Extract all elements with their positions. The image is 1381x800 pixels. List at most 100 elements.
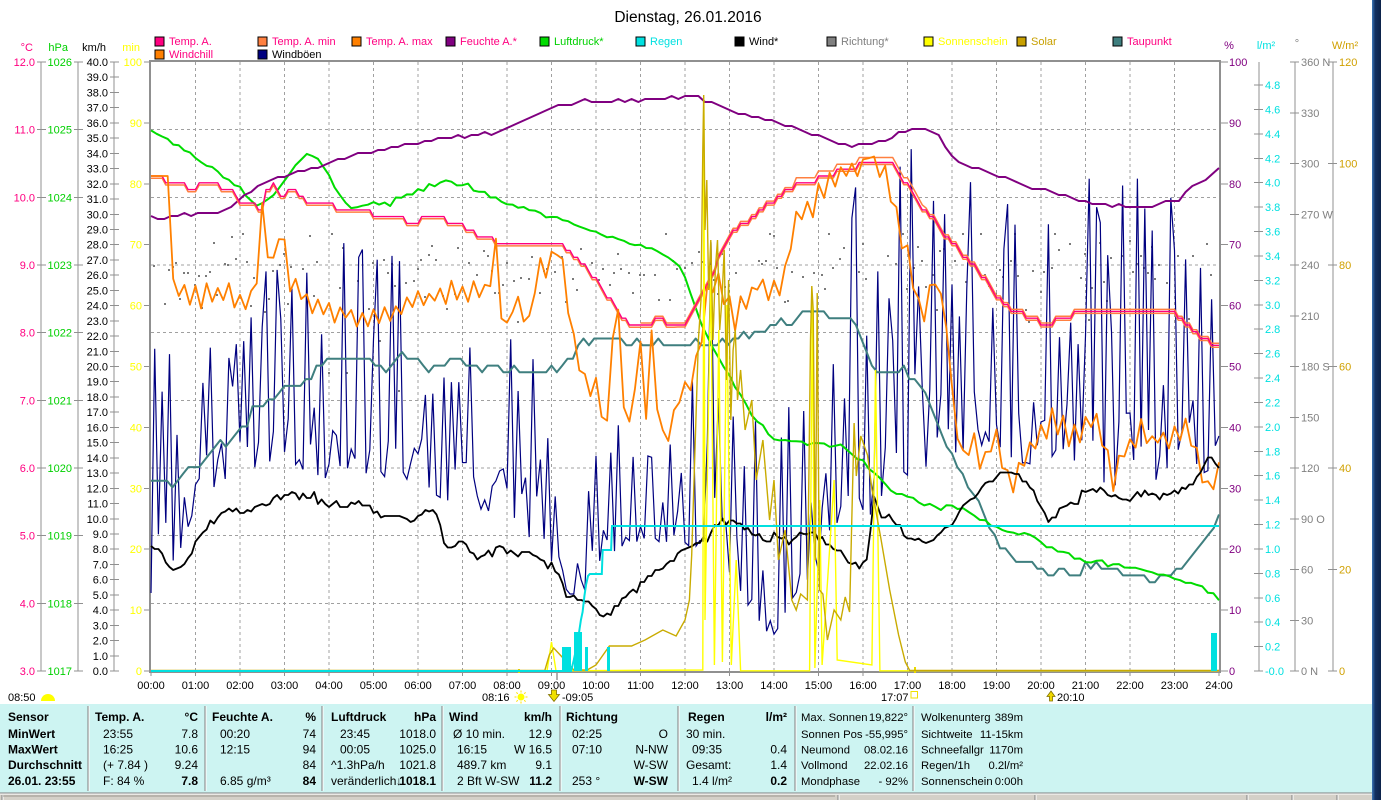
svg-text:300: 300 xyxy=(1301,159,1319,171)
svg-text:11.0: 11.0 xyxy=(14,125,35,137)
svg-text:26.0: 26.0 xyxy=(87,270,108,282)
svg-text:26.01. 23:55: 26.01. 23:55 xyxy=(8,774,76,788)
svg-text:70: 70 xyxy=(1229,240,1241,252)
svg-text:km/h: km/h xyxy=(524,710,552,724)
svg-text:08:50: 08:50 xyxy=(8,692,36,704)
svg-text:180 S: 180 S xyxy=(1301,362,1330,374)
svg-text:Vollmond: Vollmond xyxy=(801,760,847,772)
svg-text:16:25: 16:25 xyxy=(103,743,133,757)
svg-text:1.4: 1.4 xyxy=(1265,495,1280,507)
svg-text:100: 100 xyxy=(1339,159,1357,171)
svg-text:12:00: 12:00 xyxy=(671,680,699,692)
svg-text:5.0: 5.0 xyxy=(93,590,108,602)
svg-text:1.0: 1.0 xyxy=(1265,544,1280,556)
svg-text:30 min.: 30 min. xyxy=(686,727,725,741)
svg-text:W 16.5: W 16.5 xyxy=(514,743,552,757)
svg-text:Temp. A.: Temp. A. xyxy=(169,36,212,48)
svg-text:7.0: 7.0 xyxy=(20,395,35,407)
svg-text:11.0: 11.0 xyxy=(87,499,108,511)
svg-text:360 N: 360 N xyxy=(1301,57,1330,69)
svg-text:6.0: 6.0 xyxy=(20,463,35,475)
svg-text:km/h: km/h xyxy=(82,42,106,54)
svg-text:17.0: 17.0 xyxy=(87,407,108,419)
svg-text:Mondphase: Mondphase xyxy=(801,776,860,788)
svg-text:°C: °C xyxy=(21,42,33,54)
svg-text:4.0: 4.0 xyxy=(93,605,108,617)
svg-text:°: ° xyxy=(1295,38,1299,50)
svg-text:10.6: 10.6 xyxy=(175,743,199,757)
svg-text:36.0: 36.0 xyxy=(87,118,108,130)
svg-text:16.0: 16.0 xyxy=(87,422,108,434)
svg-text:20:00: 20:00 xyxy=(1027,680,1055,692)
svg-text:84: 84 xyxy=(303,774,317,788)
svg-text:1.4 l/m²: 1.4 l/m² xyxy=(692,774,732,788)
svg-text:489.7 km: 489.7 km xyxy=(457,758,506,772)
svg-text:60: 60 xyxy=(130,301,142,313)
svg-text:4.6: 4.6 xyxy=(1265,104,1280,116)
svg-text:00:20: 00:20 xyxy=(220,727,250,741)
svg-text:1025.0: 1025.0 xyxy=(399,743,436,757)
svg-text:10:00: 10:00 xyxy=(582,680,610,692)
svg-text:O: O xyxy=(659,727,668,741)
svg-text:21.0: 21.0 xyxy=(87,346,108,358)
svg-text:5.0: 5.0 xyxy=(20,531,35,543)
svg-text:02:25: 02:25 xyxy=(572,727,602,741)
svg-text:N-NW: N-NW xyxy=(635,743,668,757)
svg-text:0: 0 xyxy=(1229,666,1235,678)
svg-text:0 N: 0 N xyxy=(1301,666,1318,678)
svg-text:Sichtweite: Sichtweite xyxy=(921,729,973,741)
svg-text:3.8: 3.8 xyxy=(1265,202,1280,214)
svg-text:11:00: 11:00 xyxy=(627,680,654,692)
svg-text:70: 70 xyxy=(130,240,142,252)
svg-text:2 Bft W-SW: 2 Bft W-SW xyxy=(457,774,520,788)
svg-text:80: 80 xyxy=(130,179,142,191)
svg-text:20:10: 20:10 xyxy=(1057,692,1085,704)
svg-text:F: 84 %: F: 84 % xyxy=(103,774,145,788)
svg-text:35.0: 35.0 xyxy=(87,133,108,145)
svg-text:1026: 1026 xyxy=(48,57,72,69)
svg-text:0.4: 0.4 xyxy=(1265,617,1280,629)
svg-text:1.8: 1.8 xyxy=(1265,446,1280,458)
svg-text:07:00: 07:00 xyxy=(449,680,477,692)
svg-text:01:00: 01:00 xyxy=(182,680,210,692)
svg-text:0.2l/m²: 0.2l/m² xyxy=(988,760,1023,772)
svg-text:Feuchte A.*: Feuchte A.* xyxy=(460,36,518,48)
svg-text:08:00: 08:00 xyxy=(493,680,521,692)
svg-text:Schneefallgr: Schneefallgr xyxy=(921,745,984,757)
svg-text:389m: 389m xyxy=(995,712,1023,724)
svg-text:22.02.16: 22.02.16 xyxy=(864,760,908,772)
svg-text:10: 10 xyxy=(1229,605,1241,617)
svg-text:02:00: 02:00 xyxy=(226,680,254,692)
svg-text:04:00: 04:00 xyxy=(315,680,343,692)
svg-text:27.0: 27.0 xyxy=(87,255,108,267)
svg-text:W/m²: W/m² xyxy=(1332,40,1359,52)
svg-text:3.0: 3.0 xyxy=(1265,300,1280,312)
svg-text:10: 10 xyxy=(130,605,142,617)
svg-text:Sonnenschein: Sonnenschein xyxy=(921,776,993,788)
svg-text:1020: 1020 xyxy=(48,463,72,475)
svg-text:10.0: 10.0 xyxy=(87,514,108,526)
svg-text:84: 84 xyxy=(303,758,317,772)
svg-text:2.0: 2.0 xyxy=(93,636,108,648)
svg-text:Windchill: Windchill xyxy=(169,49,213,61)
svg-text:2.4: 2.4 xyxy=(1265,373,1280,385)
svg-text:23:45: 23:45 xyxy=(340,727,370,741)
svg-text:Max. Sonnen: Max. Sonnen xyxy=(801,712,868,724)
svg-text:6.85 g/m³: 6.85 g/m³ xyxy=(220,774,271,788)
svg-text:%: % xyxy=(305,710,316,724)
svg-text:Taupunkt: Taupunkt xyxy=(1127,36,1172,48)
svg-text:19,822°: 19,822° xyxy=(869,712,908,724)
svg-text:Regen: Regen xyxy=(650,36,682,48)
svg-text:7.8: 7.8 xyxy=(181,727,198,741)
svg-text:3.4: 3.4 xyxy=(1265,251,1280,263)
svg-text:30: 30 xyxy=(1301,615,1313,627)
svg-text:W-SW: W-SW xyxy=(634,758,669,772)
svg-text:4.0: 4.0 xyxy=(20,598,35,610)
svg-text:0.2: 0.2 xyxy=(770,774,787,788)
svg-text:15.0: 15.0 xyxy=(87,438,108,450)
svg-text:40.0: 40.0 xyxy=(87,57,108,69)
svg-text:29.0: 29.0 xyxy=(87,224,108,236)
svg-text:10.0: 10.0 xyxy=(14,192,35,204)
svg-text:Luftdruck: Luftdruck xyxy=(331,710,387,724)
svg-text:9.1: 9.1 xyxy=(535,758,552,772)
